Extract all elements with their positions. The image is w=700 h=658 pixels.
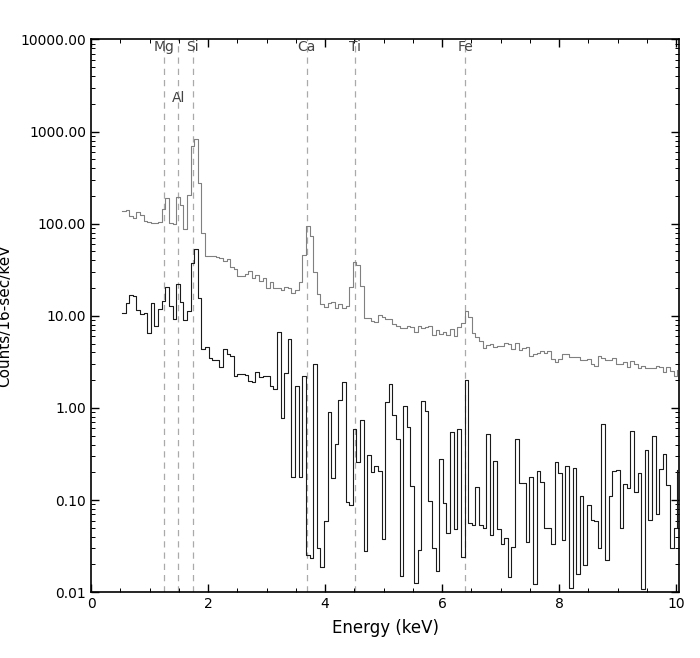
Text: Si: Si [186,39,199,54]
Text: Al: Al [172,91,185,105]
Text: Mg: Mg [154,39,174,54]
Y-axis label: Counts/16-sec/keV: Counts/16-sec/keV [0,245,12,387]
Text: Ca: Ca [298,39,316,54]
Text: Ti: Ti [349,39,361,54]
X-axis label: Energy (keV): Energy (keV) [332,619,438,638]
Text: Fe: Fe [458,39,473,54]
